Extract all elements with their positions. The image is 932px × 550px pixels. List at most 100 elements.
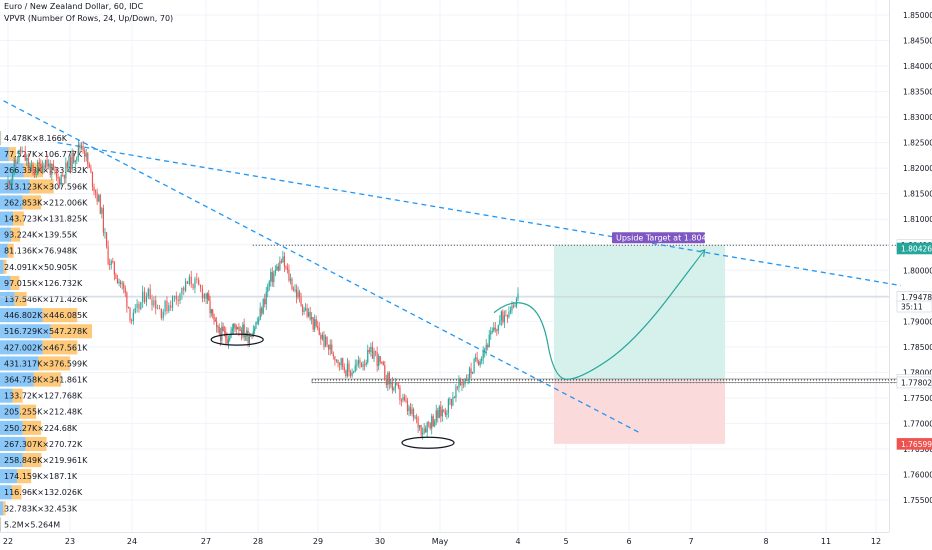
candle-body bbox=[391, 381, 393, 391]
volume-bar-down bbox=[19, 404, 37, 419]
candle-body bbox=[127, 306, 130, 309]
candle-body bbox=[502, 311, 504, 323]
candle-body bbox=[360, 363, 363, 367]
candle-body bbox=[393, 387, 395, 391]
time-tick: 7 bbox=[688, 537, 693, 546]
candle-body bbox=[312, 317, 314, 330]
candle-body bbox=[29, 166, 31, 168]
candle-body bbox=[414, 417, 416, 419]
candle-body bbox=[384, 365, 386, 381]
volume-bar-up bbox=[0, 195, 23, 210]
volume-bar-up bbox=[0, 356, 39, 371]
candle-body bbox=[506, 315, 509, 317]
candle-body bbox=[109, 264, 111, 265]
time-tick: 27 bbox=[201, 537, 211, 546]
candle-body bbox=[450, 398, 452, 406]
candle-body bbox=[173, 295, 176, 297]
candle-body bbox=[203, 293, 205, 299]
candle-body bbox=[8, 181, 11, 186]
price-axis-separator bbox=[889, 0, 890, 532]
volume-label: 81.136K×76.948K bbox=[4, 247, 78, 256]
candle-body bbox=[294, 289, 296, 291]
candle-body bbox=[300, 296, 302, 306]
candle-body bbox=[142, 291, 144, 303]
candle-body bbox=[449, 398, 451, 400]
volume-bar-up bbox=[0, 147, 9, 162]
candle-body bbox=[494, 327, 496, 330]
position-zones bbox=[554, 245, 726, 444]
candle-body bbox=[387, 372, 389, 386]
volume-label: 364.758K×341.861K bbox=[4, 376, 88, 385]
projection-path bbox=[493, 249, 706, 380]
candle-body bbox=[116, 278, 119, 284]
candle-body bbox=[136, 303, 138, 308]
candle-body bbox=[71, 152, 73, 170]
candle-body bbox=[481, 358, 483, 362]
candle-body bbox=[470, 368, 472, 374]
time-axis-separator bbox=[0, 532, 889, 533]
candle-body bbox=[332, 353, 334, 357]
candle-body bbox=[403, 397, 406, 400]
candle-body bbox=[465, 380, 468, 382]
candle-body bbox=[132, 312, 134, 322]
price-tick: 1.845000 bbox=[903, 37, 932, 46]
candle-body bbox=[102, 208, 105, 233]
candle-body bbox=[214, 320, 216, 322]
candle-body bbox=[368, 349, 370, 352]
candle-body bbox=[277, 266, 279, 271]
candle-body bbox=[362, 364, 364, 367]
candle-body bbox=[271, 271, 273, 282]
candle-body bbox=[500, 311, 502, 321]
candle-body bbox=[188, 276, 190, 284]
candle-body bbox=[55, 171, 58, 177]
annotations: Upside Target at 1.8049 bbox=[210, 232, 712, 449]
price-tick: 1.775000 bbox=[903, 394, 932, 403]
candle-body bbox=[308, 311, 310, 317]
price-tick: 1.780000 bbox=[903, 368, 932, 377]
candle-body bbox=[143, 291, 146, 303]
candle-body bbox=[236, 327, 239, 330]
candle-body bbox=[268, 281, 270, 287]
candle-body bbox=[381, 362, 383, 363]
candle-body bbox=[286, 267, 289, 270]
volume-bar-up bbox=[0, 436, 26, 451]
candle-body bbox=[479, 361, 481, 365]
candle-body bbox=[467, 378, 469, 381]
volume-label: 431.317K×376.599K bbox=[4, 359, 88, 368]
volume-bar-up bbox=[0, 211, 14, 226]
candle-body bbox=[321, 334, 323, 340]
candle-body bbox=[87, 153, 89, 165]
candle-body bbox=[505, 315, 507, 317]
candle-body bbox=[219, 333, 222, 341]
price-tick: 1.755000 bbox=[903, 496, 932, 505]
time-tick: 24 bbox=[127, 537, 137, 546]
candle-body bbox=[417, 417, 419, 428]
candle-body bbox=[303, 309, 305, 312]
candle-body bbox=[162, 311, 164, 319]
candle-body bbox=[509, 310, 512, 313]
candle-body bbox=[476, 357, 478, 362]
candle-body bbox=[199, 285, 202, 289]
candle-body bbox=[462, 383, 465, 385]
time-tick: 30 bbox=[375, 537, 385, 546]
candle-body bbox=[351, 372, 353, 376]
candle-body bbox=[390, 381, 392, 385]
candle-body bbox=[337, 359, 339, 364]
volume-bar-up bbox=[0, 259, 4, 274]
volume-bar-up bbox=[0, 404, 20, 419]
candle-body bbox=[69, 157, 72, 170]
volume-bar-up bbox=[0, 292, 15, 307]
candle-body bbox=[431, 416, 433, 429]
candle-body bbox=[164, 300, 166, 312]
volume-bar-up bbox=[0, 420, 23, 435]
candle-body bbox=[318, 328, 320, 335]
time-tick: 8 bbox=[763, 537, 768, 546]
price-tick: 1.760000 bbox=[903, 470, 932, 479]
candle-body bbox=[422, 432, 424, 435]
candle-body bbox=[43, 165, 45, 169]
candle-body bbox=[12, 173, 14, 180]
volume-bar-down bbox=[17, 469, 32, 484]
candle-body bbox=[153, 300, 155, 306]
candle-body bbox=[33, 170, 36, 175]
